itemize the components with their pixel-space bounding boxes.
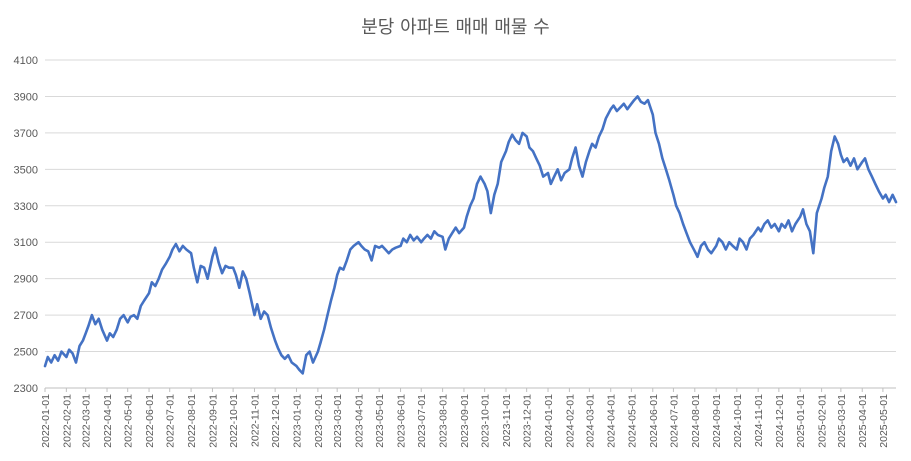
x-tick-label: 2024-12-01	[774, 394, 786, 448]
x-tick-label: 2024-08-01	[690, 394, 702, 448]
y-tick-label: 3300	[14, 201, 38, 213]
x-tick-label: 2024-04-01	[606, 394, 618, 448]
x-tick-label: 2022-10-01	[228, 394, 240, 448]
x-tick-label: 2024-03-01	[584, 394, 596, 448]
x-tick-label: 2022-09-01	[207, 394, 219, 448]
x-tick-label: 2025-01-01	[795, 394, 807, 448]
series-layer	[43, 95, 898, 375]
chart-title: 분당 아파트 매매 매물 수	[361, 17, 550, 38]
x-tick-label: 2025-02-01	[817, 394, 829, 448]
y-axis-ticks: 2300 2500 2700 2900 3100 3300 3500 3700 3900 4100	[14, 55, 38, 395]
y-tick-label: 2500	[14, 347, 38, 359]
x-tick-label: 2022-05-01	[123, 394, 135, 448]
x-tick-label: 2023-02-01	[313, 394, 325, 448]
x-tick-label: 2022-03-01	[81, 394, 93, 448]
x-tick-label: 2022-11-01	[249, 394, 261, 447]
y-tick-label: 3700	[14, 128, 38, 140]
x-tick-label: 2022-04-01	[102, 394, 114, 448]
y-tick-label: 2300	[14, 383, 38, 395]
y-tick-label: 2900	[14, 274, 38, 286]
x-tick-label: 2025-04-01	[857, 394, 869, 448]
x-tick-label: 2023-06-01	[396, 394, 408, 448]
x-tick-label: 2022-01-01	[40, 394, 52, 448]
x-tick-label: 2022-06-01	[144, 394, 156, 448]
x-tick-label: 2023-12-01	[522, 394, 534, 448]
y-tick-label: 3900	[14, 91, 38, 103]
x-tick-label: 2024-05-01	[626, 394, 638, 448]
x-tick-label: 2024-06-01	[648, 394, 660, 448]
x-axis-ticks: 2022-01-01 2022-02-01 2022-03-01 2022-04-01…	[40, 388, 890, 448]
x-tick-label: 2023-08-01	[438, 394, 450, 448]
x-tick-label: 2023-05-01	[374, 394, 386, 448]
x-tick-label: 2024-09-01	[711, 394, 723, 448]
x-tick-label: 2022-07-01	[165, 394, 177, 448]
x-tick-label: 2022-02-01	[61, 394, 73, 448]
x-tick-label: 2023-10-01	[480, 394, 492, 448]
x-tick-label: 2023-11-01	[501, 394, 513, 447]
x-tick-label: 2023-09-01	[459, 394, 471, 448]
x-tick-label: 2025-05-01	[878, 394, 890, 448]
y-tick-label: 4100	[14, 55, 38, 67]
x-tick-label: 2024-10-01	[732, 394, 744, 448]
series-line	[43, 95, 898, 375]
x-tick-label: 2022-08-01	[186, 394, 198, 448]
x-tick-label: 2024-07-01	[668, 394, 680, 448]
x-tick-label: 2023-01-01	[292, 394, 304, 448]
y-tick-label: 3500	[14, 164, 38, 176]
x-tick-label: 2023-04-01	[354, 394, 366, 448]
x-tick-label: 2023-03-01	[332, 394, 344, 448]
x-tick-label: 2023-07-01	[416, 394, 428, 448]
y-tick-label: 2700	[14, 310, 38, 322]
x-tick-label: 2024-11-01	[753, 394, 765, 447]
x-tick-label: 2022-12-01	[270, 394, 282, 448]
x-tick-label: 2024-01-01	[543, 394, 555, 448]
x-tick-label: 2024-02-01	[564, 394, 576, 448]
x-tick-label: 2025-03-01	[836, 394, 848, 448]
y-tick-label: 3100	[14, 237, 38, 249]
